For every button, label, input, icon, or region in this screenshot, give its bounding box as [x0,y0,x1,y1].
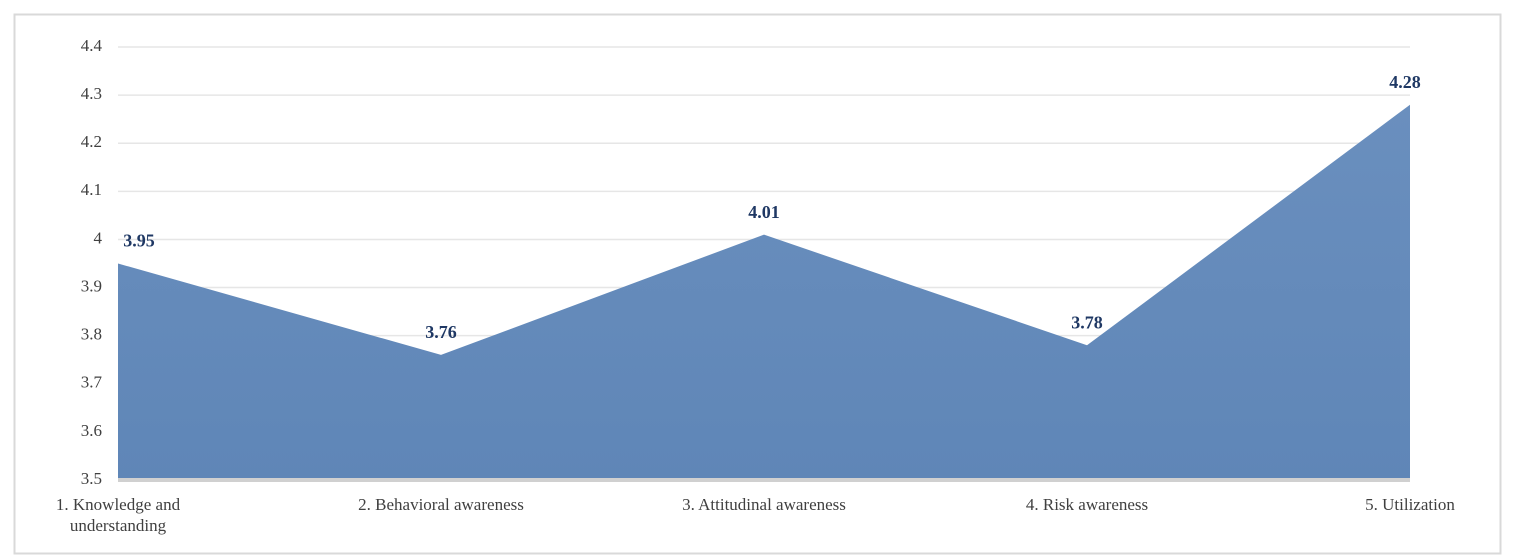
data-label: 3.95 [123,231,155,251]
data-label: 4.28 [1389,72,1421,92]
y-tick-label: 4.2 [81,132,102,151]
data-label: 3.78 [1071,312,1103,332]
data-label: 3.76 [425,322,457,342]
data-label: 4.01 [748,202,780,222]
y-tick-label: 3.8 [81,325,102,344]
x-tick-label: 1. Knowledge and understanding [55,495,181,535]
y-tick-label: 3.6 [81,421,102,440]
y-tick-label: 3.9 [81,276,102,295]
y-tick-label: 4.1 [81,180,102,199]
x-tick-label: 3. Attitudinal awareness [682,495,846,514]
x-tick-label: 2. Behavioral awareness [358,495,524,514]
y-tick-label: 3.7 [81,373,103,392]
y-tick-label: 4.3 [81,84,102,103]
x-tick-label: 5. Utilization [1365,495,1455,514]
area [118,104,1410,480]
y-tick-label: 4.4 [81,36,103,55]
y-tick-label: 3.5 [81,469,102,488]
x-tick-label: 4. Risk awareness [1025,495,1149,514]
y-tick-label: 4 [94,228,103,247]
